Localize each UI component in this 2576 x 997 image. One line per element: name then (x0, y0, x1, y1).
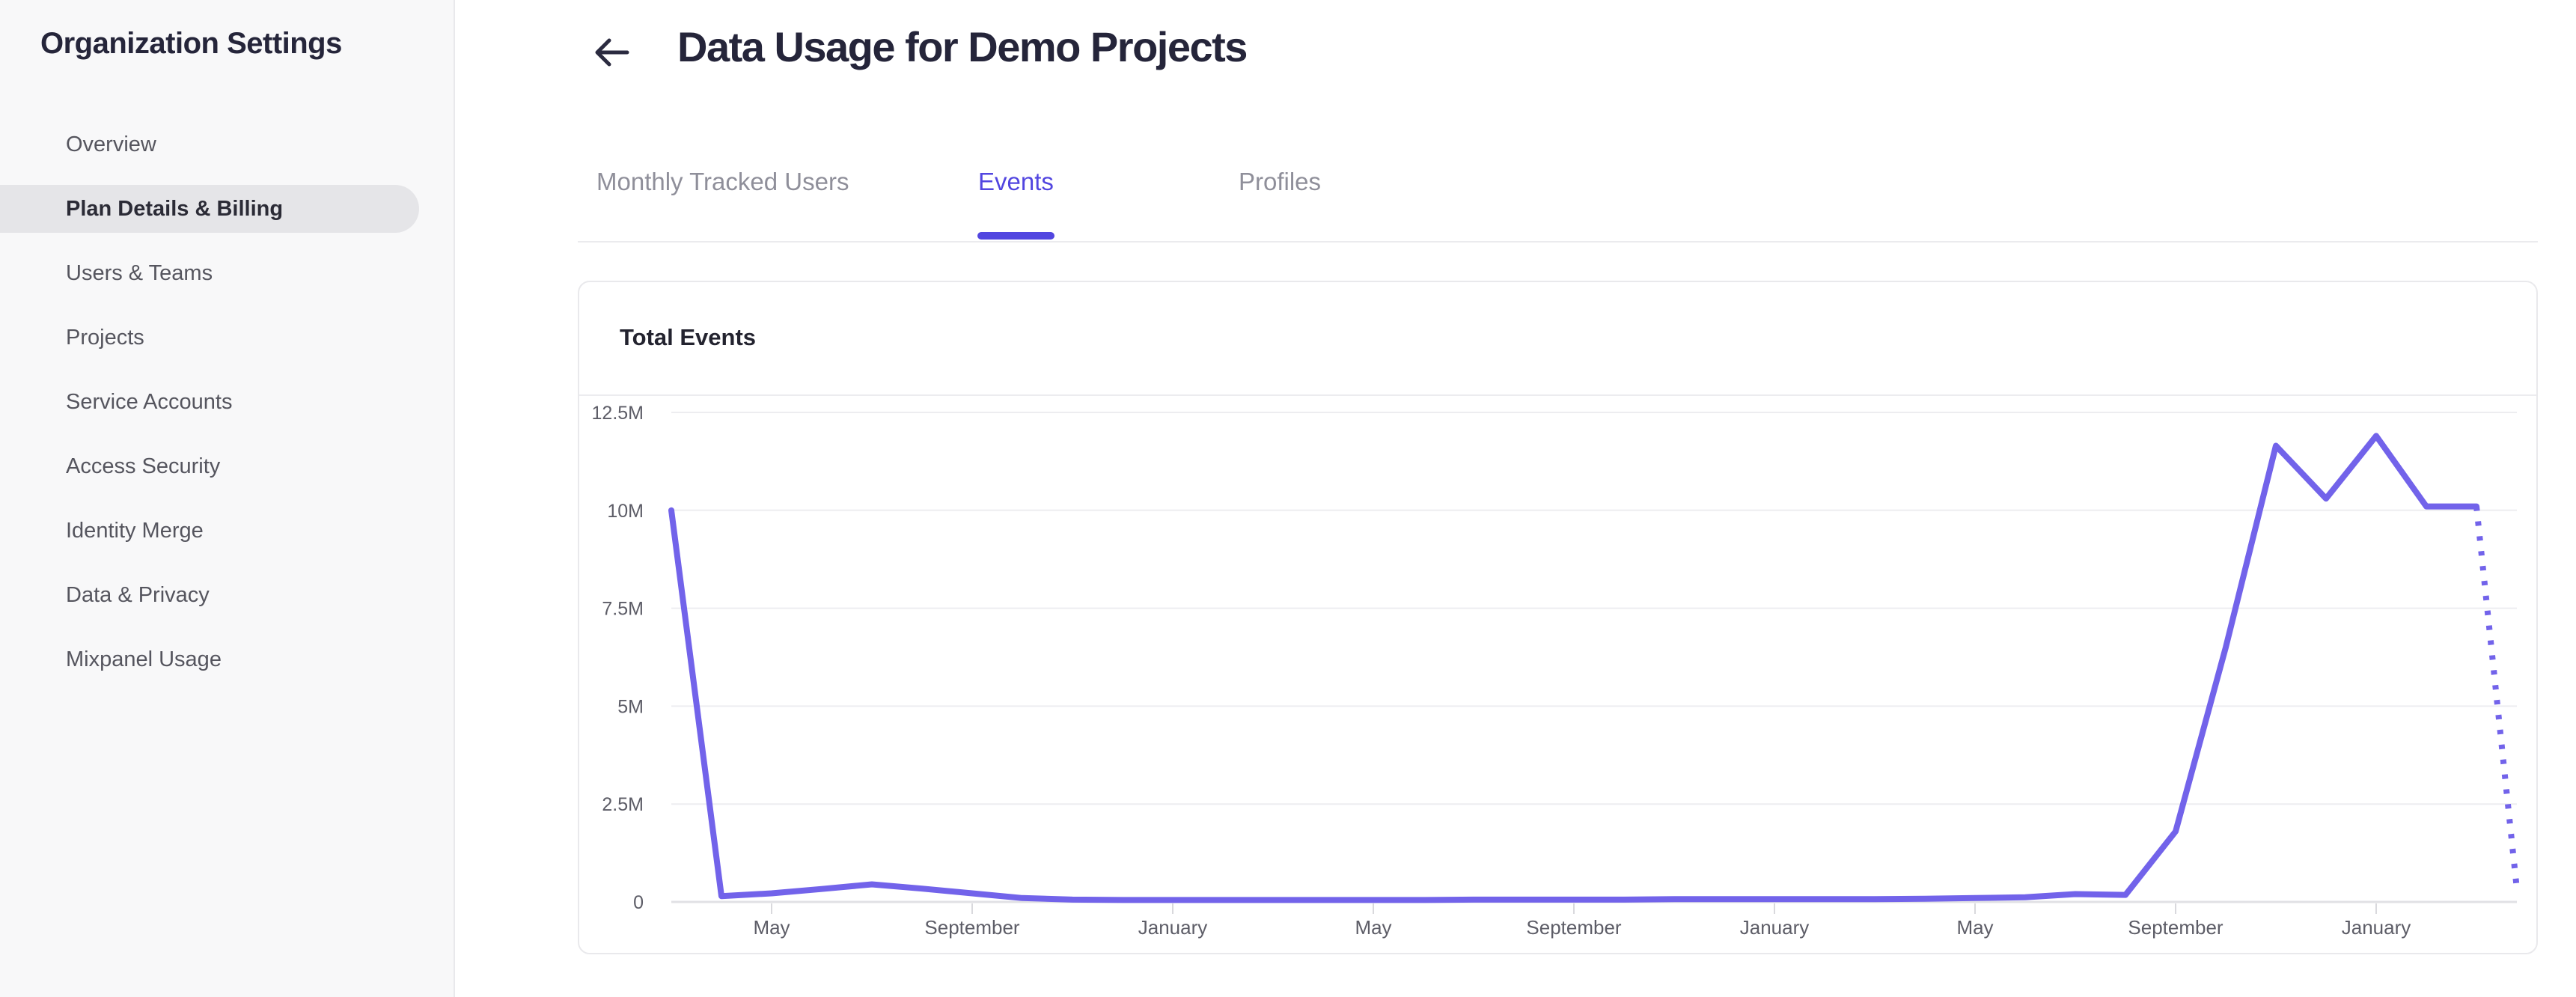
sidebar-item-projects[interactable]: Projects (66, 325, 144, 350)
x-axis-label: January (1138, 916, 1208, 939)
sidebar-title: Organization Settings (40, 27, 342, 60)
events-line-forecast-dotted (2473, 506, 2520, 887)
x-axis-label: September (2128, 916, 2224, 939)
tab-bar-divider (578, 241, 2538, 243)
x-axis-label: May (753, 916, 790, 939)
sidebar-item-identity-merge[interactable]: Identity Merge (66, 518, 204, 543)
card-title: Total Events (620, 324, 757, 350)
page-title: Data Usage for Demo Projects (677, 23, 1248, 70)
x-axis-label: September (924, 916, 1020, 939)
x-axis-label: May (1956, 916, 1993, 939)
total-events-card: Total Events 12.5M 10M 7.5M 5M 2.5M 0 May Septe… (578, 281, 2538, 954)
tab-events[interactable]: Events (978, 168, 1054, 195)
tab-profiles[interactable]: Profiles (1239, 168, 1322, 195)
sidebar-item-plan-details-billing[interactable]: Plan Details & Billing (0, 185, 419, 233)
tab-monthly-tracked-users[interactable]: Monthly Tracked Users (596, 168, 849, 195)
x-axis-label: May (1355, 916, 1391, 939)
y-axis-label: 2.5M (602, 794, 644, 815)
sidebar: Organization Settings Overview Plan Detai… (0, 0, 455, 997)
y-axis-label: 12.5M (592, 403, 644, 424)
sidebar-item-data-privacy[interactable]: Data & Privacy (66, 582, 210, 607)
y-axis-label: 7.5M (602, 599, 644, 620)
back-button[interactable] (590, 30, 635, 75)
left-arrow-icon (595, 38, 629, 67)
y-axis-label: 5M (617, 696, 644, 717)
sidebar-item-overview[interactable]: Overview (66, 132, 156, 156)
sidebar-item-access-security[interactable]: Access Security (66, 454, 221, 478)
events-line-chart-svg: 12.5M 10M 7.5M 5M 2.5M 0 May September January Ma… (592, 403, 2520, 939)
y-axis-label: 10M (607, 501, 644, 522)
x-axis-label: January (1740, 916, 1810, 939)
card-divider (579, 394, 2536, 396)
sidebar-nav: Overview Plan Details & Billing Users & Te… (0, 112, 452, 692)
sidebar-item-service-accounts[interactable]: Service Accounts (66, 389, 233, 414)
events-chart: 12.5M 10M 7.5M 5M 2.5M 0 May September January Ma… (579, 396, 2536, 953)
sidebar-item-mixpanel-usage[interactable]: Mixpanel Usage (66, 647, 222, 671)
x-axis-label: September (1526, 916, 1622, 939)
sidebar-item-users-teams[interactable]: Users & Teams (66, 260, 213, 285)
events-line (668, 433, 2479, 903)
active-tab-underline (977, 232, 1054, 240)
y-axis-label: 0 (633, 892, 644, 913)
x-axis-label: January (2342, 916, 2411, 939)
